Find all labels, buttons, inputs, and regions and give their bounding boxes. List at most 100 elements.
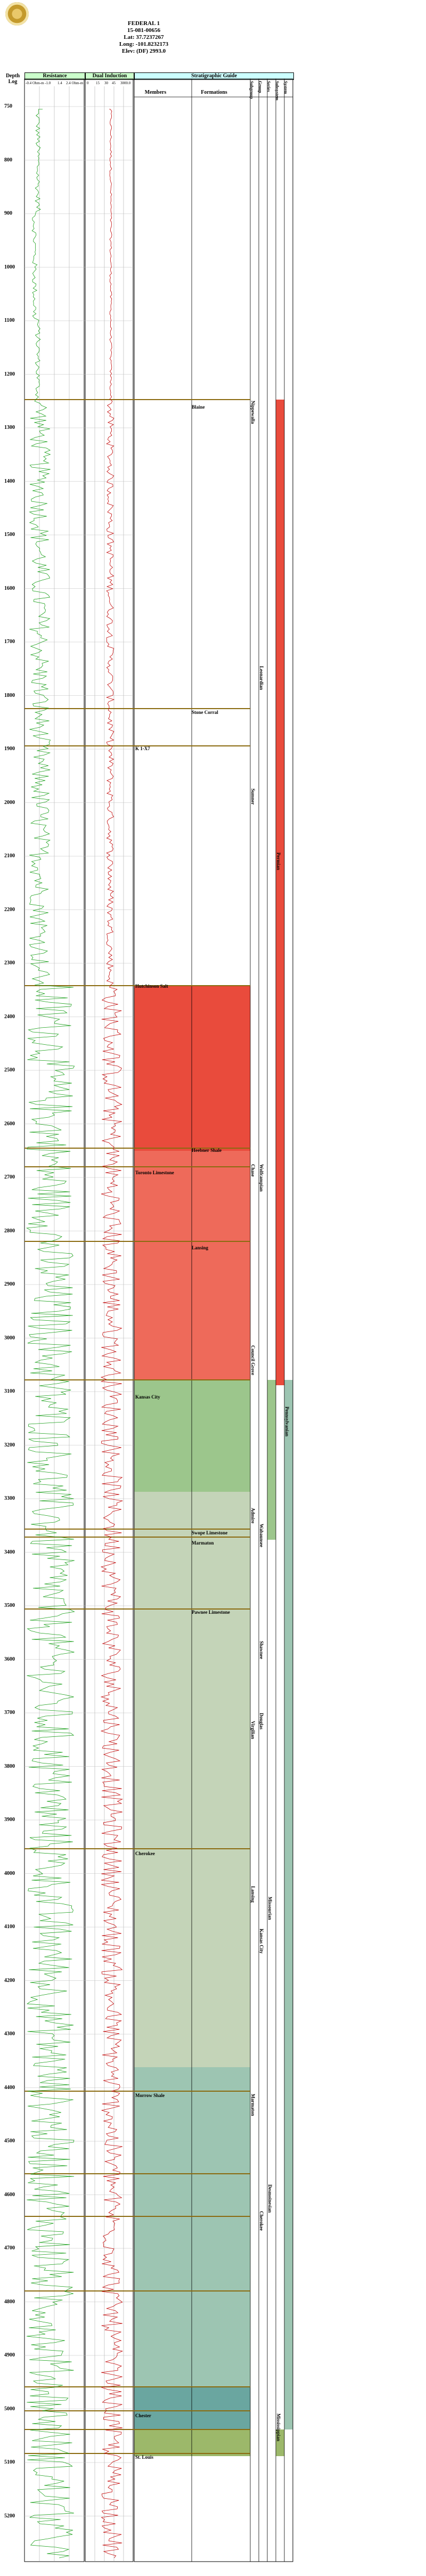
system-permian: Permian bbox=[276, 852, 281, 870]
formation-blaine: Blaine bbox=[192, 404, 205, 410]
depth-label: 3800 bbox=[4, 1763, 15, 1769]
resistance-scale-mid1: -1.0 bbox=[45, 81, 51, 85]
subgroup-nippewalla: Nippewalla bbox=[250, 401, 256, 424]
depth-label: 1400 bbox=[4, 478, 15, 484]
depth-label: 1900 bbox=[4, 746, 15, 752]
latitude: Lat: 37.7237267 bbox=[124, 34, 164, 40]
depth-label: 4500 bbox=[4, 2138, 15, 2144]
members-header: Members bbox=[144, 90, 167, 95]
system-header: System bbox=[283, 81, 288, 94]
subgroup-header: Subgroup bbox=[249, 81, 254, 99]
group-kansas-city: Kansas City bbox=[259, 1929, 264, 1954]
depth-label: 3500 bbox=[4, 1603, 15, 1608]
depth-label: 3000 bbox=[4, 1335, 15, 1341]
group-admire: Admire bbox=[250, 1508, 256, 1524]
depth-label: 3700 bbox=[4, 1710, 15, 1716]
depth-label: 900 bbox=[4, 210, 12, 216]
group-wabaunsee: Wabaunsee bbox=[259, 1524, 264, 1548]
group-chase: Chase bbox=[250, 1164, 256, 1177]
elevation: Elev: (DF) 2993.0 bbox=[121, 48, 166, 54]
depth-label: 2600 bbox=[4, 1120, 15, 1127]
gamma-scale-15: 15 bbox=[96, 81, 100, 85]
depth-label: 3300 bbox=[4, 1496, 15, 1501]
system-fill-permian bbox=[276, 400, 284, 1385]
series-header: Series bbox=[266, 81, 271, 92]
member-j: Chester bbox=[135, 2413, 151, 2418]
depth-label: 2400 bbox=[4, 1013, 15, 1020]
depth-label: 1100 bbox=[4, 318, 15, 323]
depth-label: 1300 bbox=[4, 425, 15, 430]
depth-label: 4600 bbox=[4, 2191, 15, 2198]
gamma-scale-30: 30 bbox=[104, 81, 108, 85]
depth-header: Depth Log bbox=[5, 73, 20, 85]
group-marmaton: Marmaton bbox=[250, 2094, 256, 2116]
group-douglas: Douglas bbox=[259, 1713, 264, 1730]
member-d: Kansas City bbox=[135, 1394, 160, 1400]
depth-label: 5000 bbox=[4, 2406, 15, 2412]
series-virgilian: Virgilian bbox=[250, 1721, 256, 1740]
group-shawnee: Shawnee bbox=[259, 1641, 264, 1660]
group-cherokee: Cherokee bbox=[259, 2211, 264, 2231]
system-pennsylvanian: Pennsylvanian bbox=[284, 1407, 290, 1437]
depth-label: 2300 bbox=[4, 960, 15, 966]
depth-label: 4400 bbox=[4, 2084, 15, 2091]
member-c: Lansing bbox=[192, 1245, 209, 1250]
depth-label: 2500 bbox=[4, 1067, 15, 1073]
formations-header: Formations bbox=[201, 90, 227, 95]
strat-fill-2 bbox=[134, 1380, 250, 1492]
depth-label: 3100 bbox=[4, 1388, 15, 1394]
depth-label: 2800 bbox=[4, 1228, 15, 1234]
series-wolfcampian: Wolfcampian bbox=[259, 1164, 264, 1192]
gamma-header: Dual Induction bbox=[85, 72, 134, 80]
system-mississippian: Mississippian bbox=[276, 2414, 281, 2442]
api-number: 15-081-00656 bbox=[127, 27, 161, 34]
gamma-curve bbox=[100, 109, 124, 2558]
formation-hutchinson-salt: Hutchinson Salt bbox=[135, 984, 168, 989]
strat-fill-3 bbox=[134, 1492, 250, 2067]
well-header: FEDERAL 1 15-081-00656 Lat: 37.7237267 L… bbox=[0, 0, 426, 72]
gamma-scale-max: 3000.0 bbox=[120, 81, 131, 85]
member-e: Swope Limestone bbox=[192, 1530, 228, 1535]
subsystem-header: Subsystem bbox=[275, 81, 280, 101]
depth-label: 4300 bbox=[4, 2031, 15, 2037]
strat-guide-header: Stratigraphic Guide bbox=[134, 72, 294, 80]
group-header: Group bbox=[258, 81, 263, 93]
depth-label: 750 bbox=[4, 103, 12, 109]
gamma-scale-0: 0 bbox=[87, 81, 89, 85]
depth-label: 2900 bbox=[4, 1281, 15, 1287]
system-fill-penn-2 bbox=[284, 1380, 293, 2429]
strat-fill-4 bbox=[134, 2067, 250, 2387]
strat-fill-5 bbox=[134, 2387, 250, 2429]
depth-label: 4800 bbox=[4, 2298, 15, 2305]
depth-label: 4100 bbox=[4, 1924, 15, 1930]
series-leonardian: Leonardian bbox=[259, 666, 264, 690]
strat-fill-0 bbox=[134, 986, 250, 1151]
member-b: Toronto Limestone bbox=[135, 1170, 174, 1175]
system-fill-miss bbox=[276, 2429, 284, 2456]
depth-label: 5200 bbox=[4, 2513, 15, 2519]
subgroup-sumner: Sumner bbox=[250, 789, 256, 805]
depth-label: 3200 bbox=[4, 1442, 15, 1448]
depth-label: 3600 bbox=[4, 1656, 15, 1662]
depth-label: 1800 bbox=[4, 692, 15, 698]
depth-label: 1500 bbox=[4, 532, 15, 538]
depth-label: 1200 bbox=[4, 371, 15, 377]
depth-label: 3400 bbox=[4, 1549, 15, 1555]
gamma-scale-45: 45 bbox=[112, 81, 116, 85]
depth-label: 800 bbox=[4, 157, 12, 163]
resistance-header: Resistance bbox=[24, 72, 85, 80]
depth-label: 1600 bbox=[4, 585, 15, 591]
depth-label: 4700 bbox=[4, 2245, 15, 2251]
depth-label: 4200 bbox=[4, 1977, 15, 1984]
depth-label: 2100 bbox=[4, 853, 15, 859]
member-k: St. Louis bbox=[135, 2455, 154, 2460]
depth-label: 3900 bbox=[4, 1817, 15, 1823]
depth-label: 5100 bbox=[4, 2459, 15, 2465]
depth-label: 2200 bbox=[4, 906, 15, 913]
member-i: Morrow Shale bbox=[135, 2093, 165, 2098]
member-g: Pawnee Limestone bbox=[192, 1610, 230, 1615]
depth-label: 4900 bbox=[4, 2352, 15, 2358]
depth-label: 2000 bbox=[4, 799, 15, 806]
group-council-grove: Council Grove bbox=[250, 1345, 256, 1376]
